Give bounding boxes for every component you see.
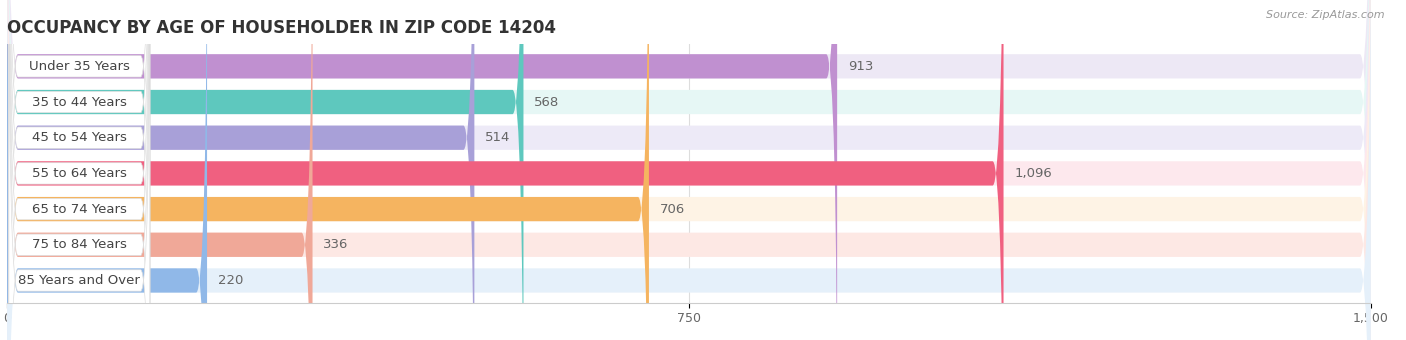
Text: 35 to 44 Years: 35 to 44 Years <box>32 96 127 108</box>
Text: 55 to 64 Years: 55 to 64 Years <box>32 167 127 180</box>
FancyBboxPatch shape <box>8 0 150 340</box>
Text: 85 Years and Over: 85 Years and Over <box>18 274 141 287</box>
FancyBboxPatch shape <box>8 0 150 340</box>
Text: 75 to 84 Years: 75 to 84 Years <box>32 238 127 251</box>
FancyBboxPatch shape <box>7 0 1371 340</box>
Text: 568: 568 <box>534 96 560 108</box>
FancyBboxPatch shape <box>8 0 150 340</box>
FancyBboxPatch shape <box>8 0 150 340</box>
Text: 45 to 54 Years: 45 to 54 Years <box>32 131 127 144</box>
Text: 913: 913 <box>848 60 873 73</box>
Text: Under 35 Years: Under 35 Years <box>30 60 129 73</box>
FancyBboxPatch shape <box>7 0 523 340</box>
Text: 65 to 74 Years: 65 to 74 Years <box>32 203 127 216</box>
FancyBboxPatch shape <box>7 0 1371 340</box>
FancyBboxPatch shape <box>7 0 312 340</box>
FancyBboxPatch shape <box>8 0 150 340</box>
Text: 514: 514 <box>485 131 510 144</box>
FancyBboxPatch shape <box>7 0 1371 340</box>
FancyBboxPatch shape <box>8 0 150 340</box>
FancyBboxPatch shape <box>7 0 474 340</box>
Text: Source: ZipAtlas.com: Source: ZipAtlas.com <box>1267 10 1385 20</box>
Text: OCCUPANCY BY AGE OF HOUSEHOLDER IN ZIP CODE 14204: OCCUPANCY BY AGE OF HOUSEHOLDER IN ZIP C… <box>7 19 555 37</box>
FancyBboxPatch shape <box>7 0 650 340</box>
FancyBboxPatch shape <box>7 0 1371 340</box>
Text: 336: 336 <box>323 238 349 251</box>
FancyBboxPatch shape <box>7 0 207 340</box>
FancyBboxPatch shape <box>8 0 150 340</box>
Text: 1,096: 1,096 <box>1015 167 1052 180</box>
FancyBboxPatch shape <box>7 0 1371 340</box>
FancyBboxPatch shape <box>7 0 837 340</box>
Text: 706: 706 <box>659 203 685 216</box>
Text: 220: 220 <box>218 274 243 287</box>
FancyBboxPatch shape <box>7 0 1004 340</box>
FancyBboxPatch shape <box>7 0 1371 340</box>
FancyBboxPatch shape <box>7 0 1371 340</box>
